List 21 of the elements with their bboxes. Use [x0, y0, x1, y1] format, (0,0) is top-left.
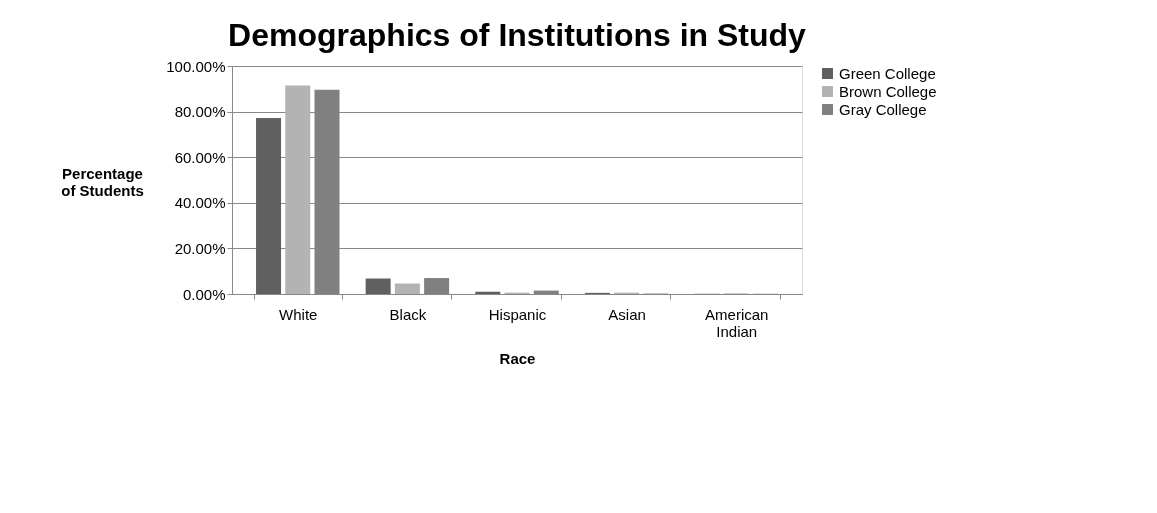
bar	[394, 283, 420, 294]
legend-label: Gray College	[839, 100, 927, 118]
y-tick-label: 80.00%	[174, 103, 226, 121]
y-tick-label: 100.00%	[166, 57, 226, 75]
bar	[285, 85, 311, 294]
y-tick-label: 0.00%	[182, 285, 226, 303]
legend-label: Brown College	[839, 82, 937, 100]
x-tick-label: Black	[389, 305, 427, 323]
chart-title: Demographics of Institutions in Study	[228, 17, 807, 53]
y-tick-label: 60.00%	[174, 148, 226, 166]
x-tick-label: White	[279, 305, 318, 323]
y-tick-label: 40.00%	[174, 194, 226, 212]
y-axis-title: Percentage of Students	[61, 164, 144, 199]
x-axis-title: Race	[499, 349, 536, 367]
bar	[256, 117, 282, 294]
x-tick-label: Asian	[608, 305, 646, 323]
x-tick-label: Hispanic	[488, 305, 547, 323]
bar	[365, 278, 391, 294]
legend-label: Green College	[839, 64, 936, 82]
y-tick-label: 20.00%	[174, 239, 226, 257]
x-tick-label: American Indian	[705, 305, 769, 340]
